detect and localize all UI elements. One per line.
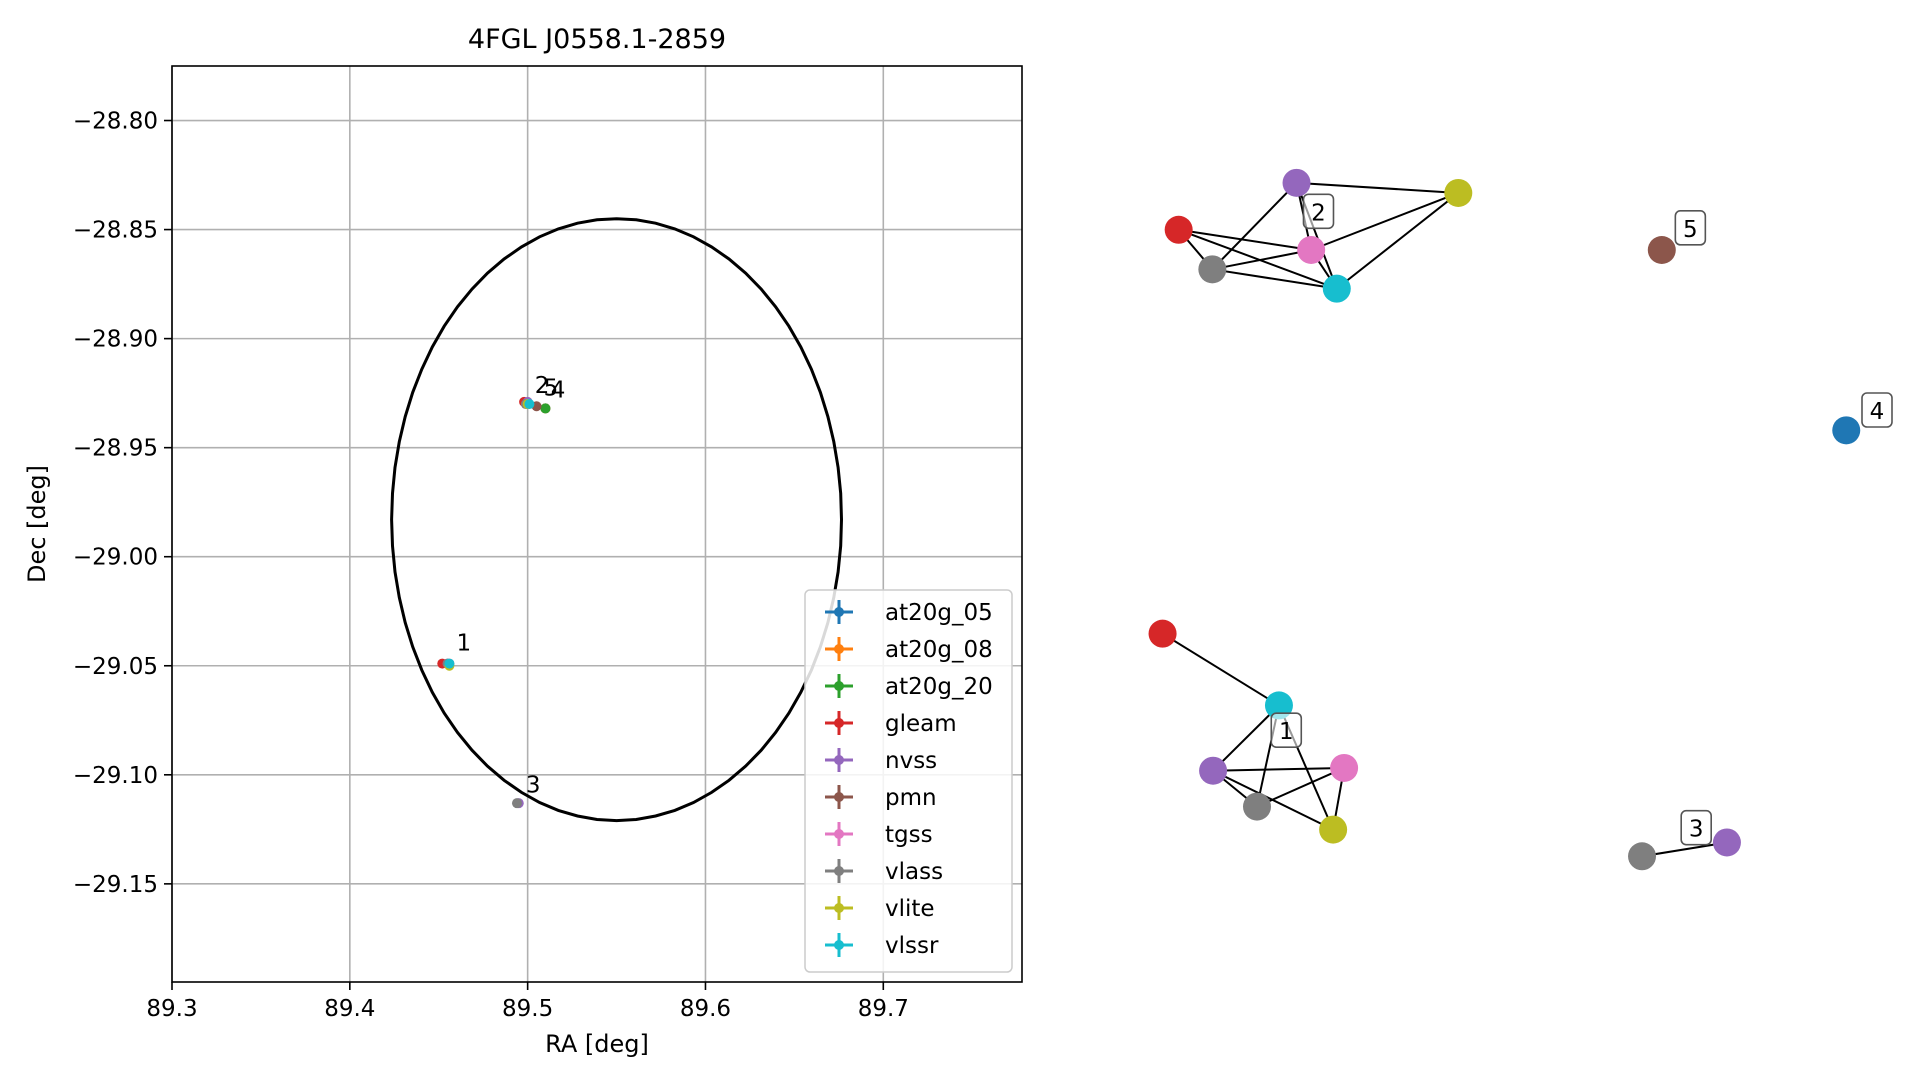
network-node — [1832, 416, 1861, 445]
network-edge — [1211, 182, 1298, 271]
y-tick-label: −29.10 — [73, 763, 158, 789]
group-label: 3 — [1689, 817, 1704, 843]
network-edge — [1641, 841, 1728, 858]
legend-dot-gleam — [834, 718, 844, 728]
network-node — [1242, 792, 1271, 821]
group-label: 5 — [1683, 217, 1698, 243]
y-tick-label: −29.15 — [73, 872, 158, 898]
network-node — [1628, 842, 1657, 871]
network-nodes — [1148, 168, 1861, 871]
x-tick-label: 89.5 — [502, 996, 553, 1022]
network-node — [1322, 274, 1351, 303]
group-label-box — [1674, 210, 1707, 246]
x-tick-label: 89.4 — [324, 996, 375, 1022]
y-tick-label: −28.80 — [73, 109, 158, 135]
legend-label-tgss: tgss — [885, 822, 933, 848]
network-edge — [1310, 192, 1459, 251]
data-point-vlssr — [444, 658, 455, 669]
legend-dot-at20g_08 — [834, 644, 844, 654]
legend-label-vlssr: vlssr — [885, 933, 939, 959]
legend-label-at20g_05: at20g_05 — [885, 600, 993, 626]
network-edge — [1256, 767, 1345, 808]
network-edge — [1212, 704, 1280, 772]
legend-dot-tgss — [834, 829, 844, 839]
legend-label-pmn: pmn — [885, 785, 937, 811]
network-edges — [1162, 181, 1728, 858]
legend-label-nvss: nvss — [885, 748, 937, 774]
group-label: 1 — [1279, 719, 1294, 745]
network-node — [1319, 815, 1348, 844]
legend-dot-at20g_20 — [834, 681, 844, 691]
axis-ticks: 89.3 89.4 89.5 89.6 89.7 −28.80 −28.85 −28.90 −2… — [73, 109, 909, 1022]
legend-dot-nvss — [834, 755, 844, 765]
group-label: 4 — [1870, 399, 1885, 425]
x-tick-label: 89.3 — [146, 996, 197, 1022]
network-node — [1164, 215, 1193, 244]
legend-dot-pmn — [834, 792, 844, 802]
point-annotation: 5 — [544, 375, 559, 401]
group-label-box — [1680, 809, 1712, 846]
localization-ellipse — [390, 217, 844, 823]
network-node — [1148, 619, 1177, 648]
legend-label-vlass: vlass — [885, 859, 943, 885]
network-node — [1444, 178, 1473, 207]
plot-title: 4FGL J0558.1-2859 — [468, 24, 726, 55]
y-tick-label: −29.05 — [73, 654, 158, 680]
legend-dot-vlass — [834, 866, 844, 876]
network-edge — [1212, 268, 1337, 290]
y-tick-label: −28.85 — [73, 218, 158, 244]
group-label: 2 — [1311, 200, 1326, 226]
network-edge — [1213, 766, 1345, 772]
legend-label-gleam: gleam — [885, 711, 957, 737]
source-annotations: 1 254 3 — [457, 373, 566, 798]
y-tick-label: −28.90 — [73, 327, 158, 353]
legend-label-at20g_08: at20g_08 — [885, 637, 993, 663]
y-tick-label: −29.00 — [73, 545, 158, 571]
legend-box — [804, 589, 1013, 973]
legend-dot-vlssr — [834, 940, 844, 950]
point-annotation: 1 — [457, 630, 472, 656]
group-label-box — [1270, 712, 1303, 748]
data-point-vlssr — [524, 399, 535, 410]
point-annotation: 4 — [551, 378, 566, 404]
network-edge — [1162, 632, 1280, 707]
network-edge — [1296, 181, 1459, 194]
network-node — [1712, 828, 1741, 857]
association-network: 2 5 4 1 3 — [1148, 168, 1893, 871]
network-edge — [1178, 228, 1338, 290]
network-node — [1297, 236, 1326, 264]
group-label-box — [1861, 392, 1893, 428]
y-tick-label: −28.95 — [73, 436, 158, 462]
network-edge — [1178, 228, 1312, 251]
plot-frame — [171, 65, 1023, 983]
network-node — [1330, 753, 1359, 782]
network-node — [1282, 168, 1311, 197]
sky-scatter-plot: 4FGL J0558.1-2859 1 254 3 89.3 89.4 89.5 89.6… — [23, 24, 1023, 1058]
x-tick-label: 89.6 — [680, 996, 731, 1022]
y-axis-label: Dec [deg] — [23, 465, 51, 583]
source-points — [437, 396, 551, 809]
x-tick-label: 89.7 — [858, 996, 909, 1022]
network-node — [1647, 236, 1676, 264]
group-label-box — [1302, 193, 1335, 230]
point-annotation: 2 — [535, 373, 550, 399]
network-node — [1198, 255, 1227, 284]
network-labels: 2 5 4 1 3 — [1270, 193, 1893, 846]
network-node — [1199, 756, 1228, 785]
legend-dot-vlite — [834, 903, 844, 913]
point-annotation: 3 — [526, 772, 541, 798]
network-edge — [1212, 249, 1312, 271]
legend-dot-at20g_05 — [834, 607, 844, 617]
x-axis-label: RA [deg] — [545, 1030, 649, 1058]
legend-label-vlite: vlite — [885, 896, 935, 922]
data-point-vlass — [511, 798, 522, 809]
legend-label-at20g_20: at20g_20 — [885, 674, 993, 700]
data-point-at20g_20 — [540, 403, 551, 414]
network-edge — [1336, 192, 1459, 290]
